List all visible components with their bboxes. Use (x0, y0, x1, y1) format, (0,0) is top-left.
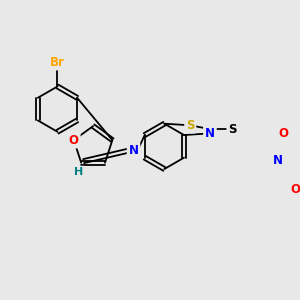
Text: N: N (273, 154, 283, 166)
Text: H: H (74, 167, 83, 177)
Text: N: N (205, 127, 215, 140)
Text: N: N (129, 144, 139, 157)
Text: O: O (278, 127, 288, 140)
Text: O: O (291, 183, 300, 196)
Text: S: S (228, 123, 237, 136)
Text: S: S (186, 119, 194, 132)
Text: O: O (69, 134, 79, 147)
Text: Br: Br (50, 56, 65, 69)
